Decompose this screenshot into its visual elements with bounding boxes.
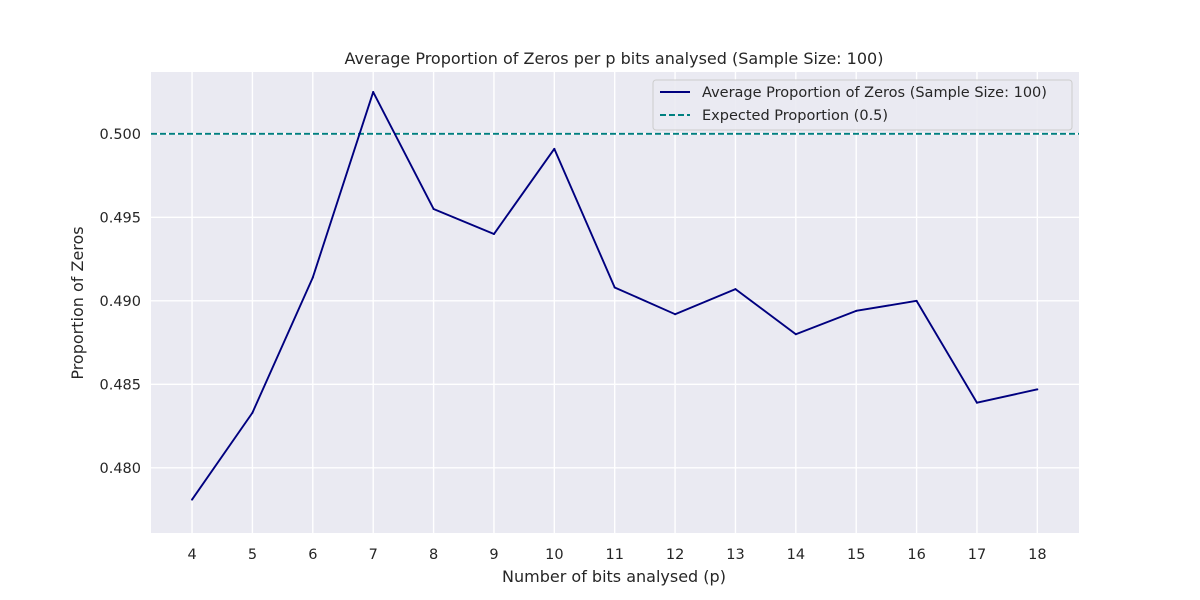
y-axis-title: Proportion of Zeros: [68, 226, 87, 379]
x-tick-label: 18: [1028, 547, 1046, 563]
data-point: [975, 401, 978, 404]
x-tick-label: 4: [187, 547, 196, 563]
x-tick-label: 16: [907, 547, 925, 563]
x-tick-label: 14: [787, 547, 805, 563]
data-point: [613, 286, 616, 289]
y-tick-label: 0.500: [99, 127, 141, 143]
data-point: [855, 309, 858, 312]
data-point: [915, 299, 918, 302]
grid-lines: [151, 72, 1079, 533]
y-tick-label: 0.490: [99, 294, 141, 310]
x-tick-label: 12: [666, 547, 684, 563]
x-tick-label: 15: [847, 547, 865, 563]
legend-box: [652, 79, 1073, 131]
data-point: [734, 288, 737, 291]
x-tick-label: 5: [248, 547, 257, 563]
x-tick-label: 17: [968, 547, 986, 563]
x-tick-label: 9: [489, 547, 498, 563]
y-tick-label: 0.495: [99, 210, 141, 226]
data-point: [674, 313, 677, 316]
data-series: [191, 91, 1039, 501]
data-point: [372, 91, 375, 94]
data-point: [794, 333, 797, 336]
y-tick-label: 0.480: [99, 461, 141, 477]
legend: Average Proportion of Zeros (Sample Size…: [652, 79, 1073, 131]
x-tick-label: 13: [726, 547, 744, 563]
x-tick-label: 11: [605, 547, 623, 563]
chart-title: Average Proportion of Zeros per p bits a…: [345, 49, 884, 68]
legend-label-series: Average Proportion of Zeros (Sample Size…: [702, 85, 1047, 101]
data-point: [191, 498, 194, 501]
x-axis-ticks: 4 5 6 7 8 9 10 11 12 13 14 15 16 17 18: [187, 547, 1046, 563]
x-tick-label: 7: [369, 547, 378, 563]
x-tick-label: 8: [429, 547, 438, 563]
y-axis-ticks: 0.480 0.485 0.490 0.495 0.500: [99, 127, 141, 477]
data-point: [553, 147, 556, 150]
legend-label-reference: Expected Proportion (0.5): [702, 108, 888, 124]
data-point: [492, 233, 495, 236]
data-point: [1036, 388, 1039, 391]
x-tick-label: 6: [308, 547, 317, 563]
data-point: [251, 411, 254, 414]
data-point: [432, 207, 435, 210]
y-tick-label: 0.485: [99, 377, 141, 393]
x-tick-label: 10: [545, 547, 563, 563]
x-axis-title: Number of bits analysed (p): [502, 567, 726, 586]
data-point: [311, 276, 314, 279]
